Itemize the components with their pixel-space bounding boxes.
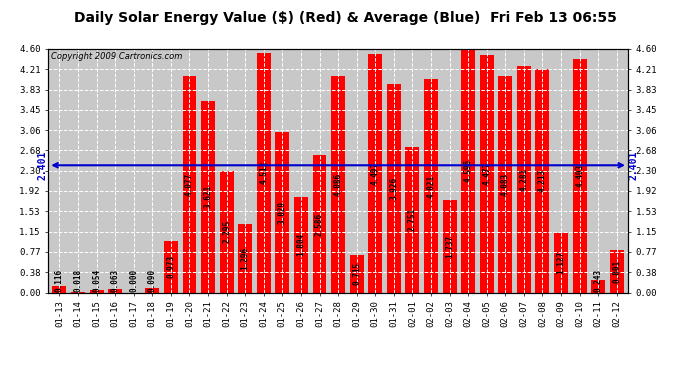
- Text: 3.621: 3.621: [204, 185, 213, 208]
- Text: 4.213: 4.213: [538, 170, 547, 192]
- Text: 1.737: 1.737: [445, 235, 454, 258]
- Text: 2.401: 2.401: [38, 151, 48, 180]
- Bar: [461, 49, 475, 292]
- Bar: [406, 147, 420, 292]
- Bar: [554, 233, 568, 292]
- Text: 4.086: 4.086: [333, 172, 343, 196]
- Text: 0.090: 0.090: [148, 269, 157, 292]
- Bar: [591, 280, 605, 292]
- Text: 0.243: 0.243: [593, 269, 602, 292]
- Bar: [331, 76, 345, 292]
- Text: 2.401: 2.401: [629, 151, 638, 180]
- Text: 3.029: 3.029: [278, 201, 287, 224]
- Bar: [610, 250, 624, 292]
- Text: 0.054: 0.054: [92, 269, 101, 292]
- Text: 0.801: 0.801: [612, 260, 621, 283]
- Text: 0.715: 0.715: [352, 262, 361, 285]
- Text: 0.000: 0.000: [129, 269, 138, 292]
- Bar: [442, 201, 457, 292]
- Bar: [517, 66, 531, 292]
- Text: Copyright 2009 Cartronics.com: Copyright 2009 Cartronics.com: [51, 53, 183, 62]
- Bar: [313, 156, 326, 292]
- Bar: [350, 255, 364, 292]
- Text: 0.063: 0.063: [110, 269, 119, 292]
- Bar: [219, 171, 234, 292]
- Bar: [238, 224, 252, 292]
- Bar: [275, 132, 289, 292]
- Text: 1.127: 1.127: [557, 251, 566, 274]
- Text: 4.403: 4.403: [575, 164, 584, 188]
- Text: 1.296: 1.296: [241, 247, 250, 270]
- Text: 4.477: 4.477: [482, 162, 491, 186]
- Bar: [387, 84, 401, 292]
- Bar: [146, 288, 159, 292]
- Bar: [424, 80, 438, 292]
- Text: 4.513: 4.513: [259, 161, 268, 184]
- Bar: [480, 55, 493, 292]
- Bar: [294, 197, 308, 292]
- Text: 4.083: 4.083: [501, 173, 510, 196]
- Bar: [71, 291, 85, 292]
- Bar: [498, 76, 512, 292]
- Bar: [368, 54, 382, 292]
- Bar: [90, 290, 104, 292]
- Bar: [164, 241, 178, 292]
- Bar: [535, 69, 549, 292]
- Bar: [201, 100, 215, 292]
- Bar: [573, 59, 586, 292]
- Bar: [108, 289, 122, 292]
- Text: 2.751: 2.751: [408, 208, 417, 231]
- Text: 0.018: 0.018: [74, 269, 83, 292]
- Text: 3.926: 3.926: [389, 177, 398, 200]
- Text: 4.497: 4.497: [371, 162, 380, 185]
- Text: 0.973: 0.973: [166, 255, 175, 278]
- Text: 0.116: 0.116: [55, 269, 64, 292]
- Bar: [52, 286, 66, 292]
- Text: Daily Solar Energy Value ($) (Red) & Average (Blue)  Fri Feb 13 06:55: Daily Solar Energy Value ($) (Red) & Ave…: [74, 11, 616, 25]
- Text: 4.596: 4.596: [464, 159, 473, 182]
- Text: 4.281: 4.281: [520, 168, 529, 190]
- Text: 4.021: 4.021: [426, 174, 435, 198]
- Text: 1.804: 1.804: [297, 233, 306, 256]
- Text: 4.077: 4.077: [185, 173, 194, 196]
- Text: 2.586: 2.586: [315, 212, 324, 236]
- Bar: [183, 76, 197, 292]
- Bar: [257, 53, 270, 292]
- Text: 2.295: 2.295: [222, 220, 231, 243]
